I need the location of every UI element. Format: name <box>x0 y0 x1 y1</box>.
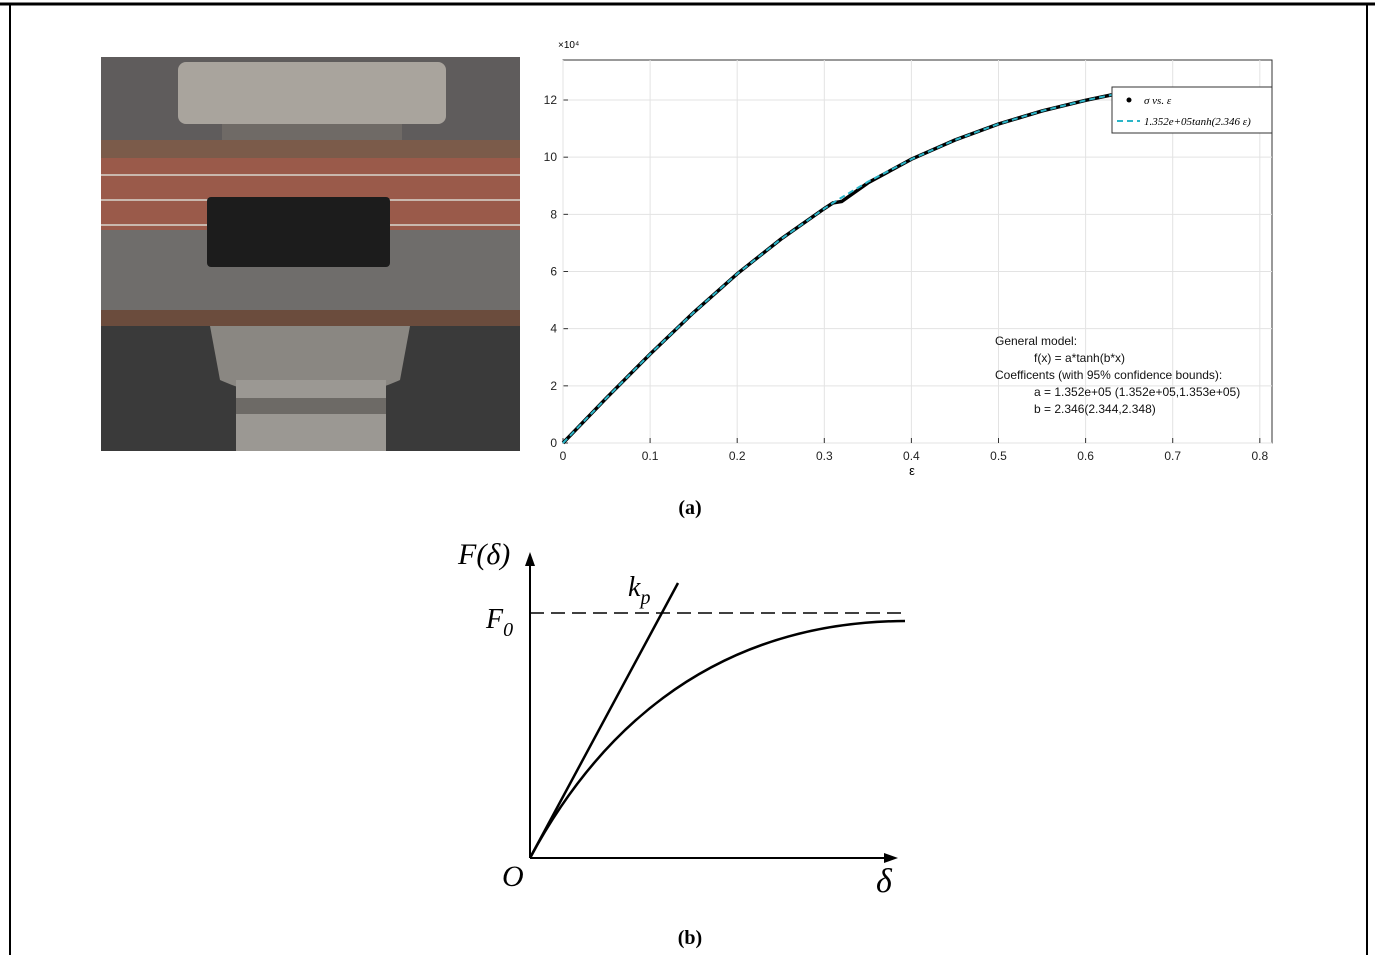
y-axis-label: F(δ) <box>457 538 510 571</box>
curve <box>528 619 906 859</box>
annotation-line: Coefficents (with 95% confidence bounds)… <box>995 368 1222 382</box>
diagram-labels: F(δ) kp F0 O δ (b) <box>457 538 893 949</box>
slope-label: kp <box>628 572 650 609</box>
slope-label-main: k <box>628 572 641 603</box>
x-axis-label: ε <box>909 463 915 478</box>
photo <box>101 57 520 451</box>
annotation-line: a = 1.352e+05 (1.352e+05,1.353e+05) <box>1034 385 1240 399</box>
x-tick-label: 0.2 <box>729 449 746 463</box>
y-tick-label: 0 <box>550 436 557 450</box>
legend: σ vs. ε 1.352e+05tanh(2.346 ε) <box>1111 86 1273 134</box>
slope-label-sub: p <box>638 587 650 609</box>
x-axis-label: δ <box>876 863 893 900</box>
x-tick-label: 0.7 <box>1164 449 1181 463</box>
x-tick-label: 0.3 <box>816 449 833 463</box>
y-tick-label: 10 <box>544 150 558 164</box>
legend-label: σ vs. ε <box>1144 95 1172 107</box>
x-tick-label: 0.5 <box>990 449 1007 463</box>
caption: (a) <box>678 497 701 519</box>
y-tick-label: 12 <box>544 93 558 107</box>
y-tick-label: 6 <box>550 265 557 279</box>
chart: ×10⁴ ε General model: f(x) = a*tanh(b*x) C… <box>544 40 1273 519</box>
x-tick-label: 0 <box>560 449 567 463</box>
asymptote-label: F0 <box>485 604 513 641</box>
tangent-line <box>528 582 680 859</box>
asymptote-label-main: F <box>485 604 504 635</box>
x-tick-label: 0.6 <box>1077 449 1094 463</box>
caption: (b) <box>678 927 702 949</box>
annotation-line: General model: <box>995 334 1077 348</box>
annotation: General model: f(x) = a*tanh(b*x) Coeffice… <box>995 334 1240 416</box>
annotation-line: f(x) = a*tanh(b*x) <box>1034 351 1125 365</box>
diagram <box>525 552 906 863</box>
x-tick-label: 0.4 <box>903 449 920 463</box>
arrow <box>525 552 535 566</box>
x-tick-label: 0.1 <box>642 449 659 463</box>
annotation-line: b = 2.346(2.344,2.348) <box>1034 402 1156 416</box>
arrow <box>884 853 898 863</box>
origin-label: O <box>502 860 524 893</box>
x-tick-label: 0.8 <box>1251 449 1268 463</box>
y-tick-label: 8 <box>550 207 557 221</box>
legend-box <box>1111 86 1273 134</box>
y-tick-label: 4 <box>550 322 557 336</box>
grid <box>562 60 1272 444</box>
asymptote-label-sub: 0 <box>503 619 513 641</box>
legend-marker <box>1126 97 1132 103</box>
y-multiplier: ×10⁴ <box>558 40 579 51</box>
y-tick-label: 2 <box>550 379 557 393</box>
fit-line <box>562 93 1112 444</box>
legend-label: 1.352e+05tanh(2.346 ε) <box>1144 116 1251 128</box>
